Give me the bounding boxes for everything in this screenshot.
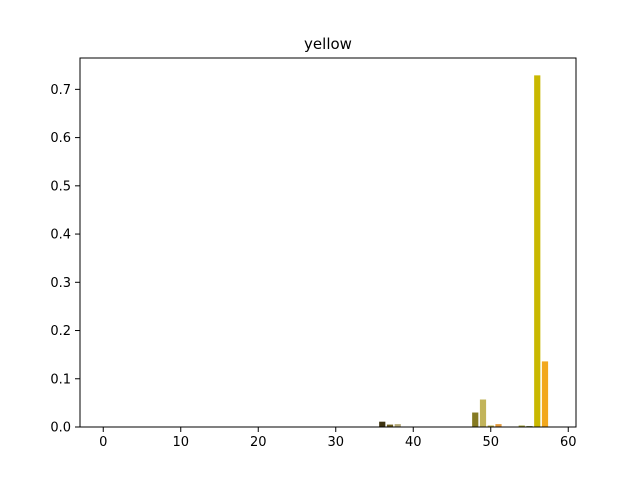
y-tick-label: 0.2 bbox=[50, 324, 71, 339]
x-tick-label: 10 bbox=[172, 435, 189, 450]
x-tick-label: 50 bbox=[482, 435, 499, 450]
y-axis-ticks: 0.0 0.1 0.2 0.3 0.4 0.5 0.6 0.7 bbox=[50, 83, 80, 436]
y-tick-label: 0.6 bbox=[50, 131, 71, 146]
x-axis-ticks: 0 10 20 30 40 50 60 bbox=[99, 427, 577, 450]
plot-frame bbox=[79, 57, 577, 428]
bar-50 bbox=[487, 425, 494, 427]
y-tick-label: 0.4 bbox=[50, 228, 71, 243]
bar-56 bbox=[534, 75, 541, 428]
y-tick-label: 0.7 bbox=[50, 83, 71, 98]
x-tick-label: 30 bbox=[327, 435, 344, 450]
x-tick-label: 60 bbox=[560, 435, 577, 450]
bar-51 bbox=[495, 424, 502, 427]
bar-36 bbox=[379, 421, 386, 427]
y-tick-label: 0.1 bbox=[50, 372, 71, 387]
bar-48 bbox=[472, 412, 479, 427]
bar-38 bbox=[394, 424, 401, 427]
x-tick-label: 20 bbox=[250, 435, 267, 450]
bars-group bbox=[379, 75, 549, 428]
bar-57 bbox=[541, 361, 549, 427]
y-tick-label: 0.3 bbox=[50, 276, 71, 291]
bar-54 bbox=[518, 425, 525, 427]
chart-title: yellow bbox=[304, 35, 352, 53]
y-tick-label: 0.5 bbox=[50, 179, 71, 194]
bar-37 bbox=[386, 424, 394, 427]
x-tick-label: 0 bbox=[99, 435, 107, 450]
bar-49 bbox=[479, 399, 487, 427]
y-tick-label: 0.0 bbox=[50, 421, 71, 436]
x-tick-label: 40 bbox=[405, 435, 422, 450]
